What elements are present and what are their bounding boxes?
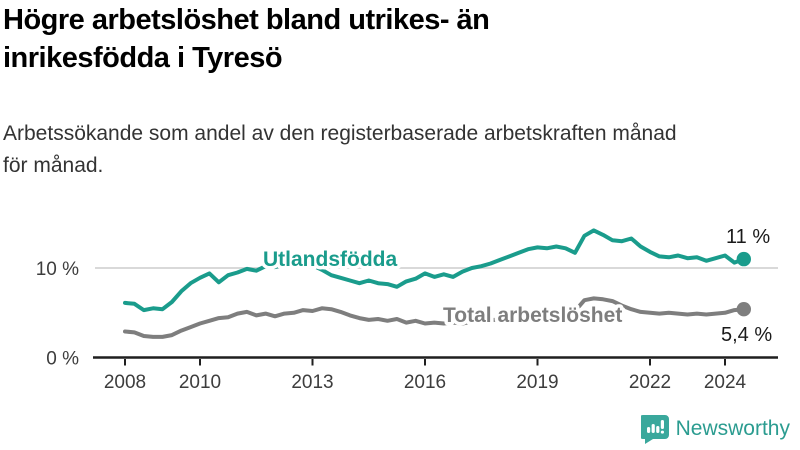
speech-bubble-shape xyxy=(640,415,669,444)
logo-bars xyxy=(646,420,664,434)
series-label-utlandsfodda: Utlandsfödda xyxy=(263,248,397,271)
brand-footer[interactable]: Newsworthy xyxy=(640,414,790,444)
series-line-total xyxy=(123,296,746,339)
subtitle-line-1: Arbetssökande som andel av den registerb… xyxy=(3,122,677,145)
series-end-value-total: 5,4 % xyxy=(721,324,772,346)
y-tick-label-10: 10 % xyxy=(36,259,79,280)
series-end-dot-utlandsfodda xyxy=(736,251,751,267)
series-end-dot-total xyxy=(736,302,751,317)
brand-name: Newsworthy xyxy=(675,417,790,440)
title-line-2: inrikesfödda i Tyresö xyxy=(3,41,283,74)
x-tick-label-2010: 2010 xyxy=(179,372,221,393)
title-line-1: Högre arbetslöshet bland utrikes- än xyxy=(3,4,490,36)
subtitle-line-2: för månad. xyxy=(3,153,104,177)
x-tick-label-2013: 2013 xyxy=(291,372,333,393)
x-tick-label-2019: 2019 xyxy=(516,372,558,393)
x-tick-label-2024: 2024 xyxy=(704,372,747,393)
series-lines xyxy=(123,228,751,339)
series-end-value-utlandsfodda: 11 % xyxy=(726,226,770,248)
newsworthy-logo-icon xyxy=(640,415,669,444)
page-title: Högre arbetslöshet bland utrikes- än inr… xyxy=(3,2,663,77)
x-axis xyxy=(93,356,778,366)
series-label-total: Total arbetslöshet xyxy=(443,304,622,327)
y-tick-label-0: 0 % xyxy=(46,349,79,370)
chart-labels: 2008 2010 2013 2016 2019 2022 2024 10 % 0 % Utlan… xyxy=(36,226,773,393)
series-line-utlandsfodda xyxy=(123,228,746,313)
x-tick-label-2008: 2008 xyxy=(104,372,146,393)
x-tick-label-2016: 2016 xyxy=(404,372,446,393)
chart-subtitle: Arbetssökande som andel av den registerb… xyxy=(3,118,793,181)
x-tick-label-2022: 2022 xyxy=(629,372,671,393)
